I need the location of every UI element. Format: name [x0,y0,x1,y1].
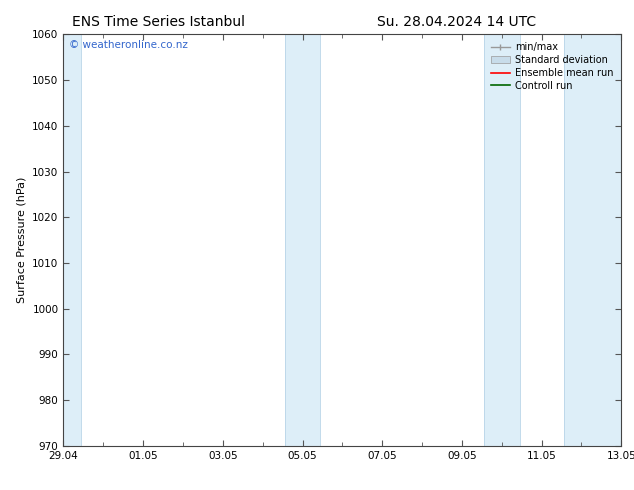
Bar [484,34,520,446]
Text: © weatheronline.co.nz: © weatheronline.co.nz [69,41,188,50]
Bar [61,34,81,446]
Text: Su. 28.04.2024 14 UTC: Su. 28.04.2024 14 UTC [377,15,536,29]
Bar [564,34,623,446]
Bar [285,34,320,446]
Text: ENS Time Series Istanbul: ENS Time Series Istanbul [72,15,245,29]
Y-axis label: Surface Pressure (hPa): Surface Pressure (hPa) [16,177,27,303]
Legend: min/max, Standard deviation, Ensemble mean run, Controll run: min/max, Standard deviation, Ensemble me… [488,39,616,94]
